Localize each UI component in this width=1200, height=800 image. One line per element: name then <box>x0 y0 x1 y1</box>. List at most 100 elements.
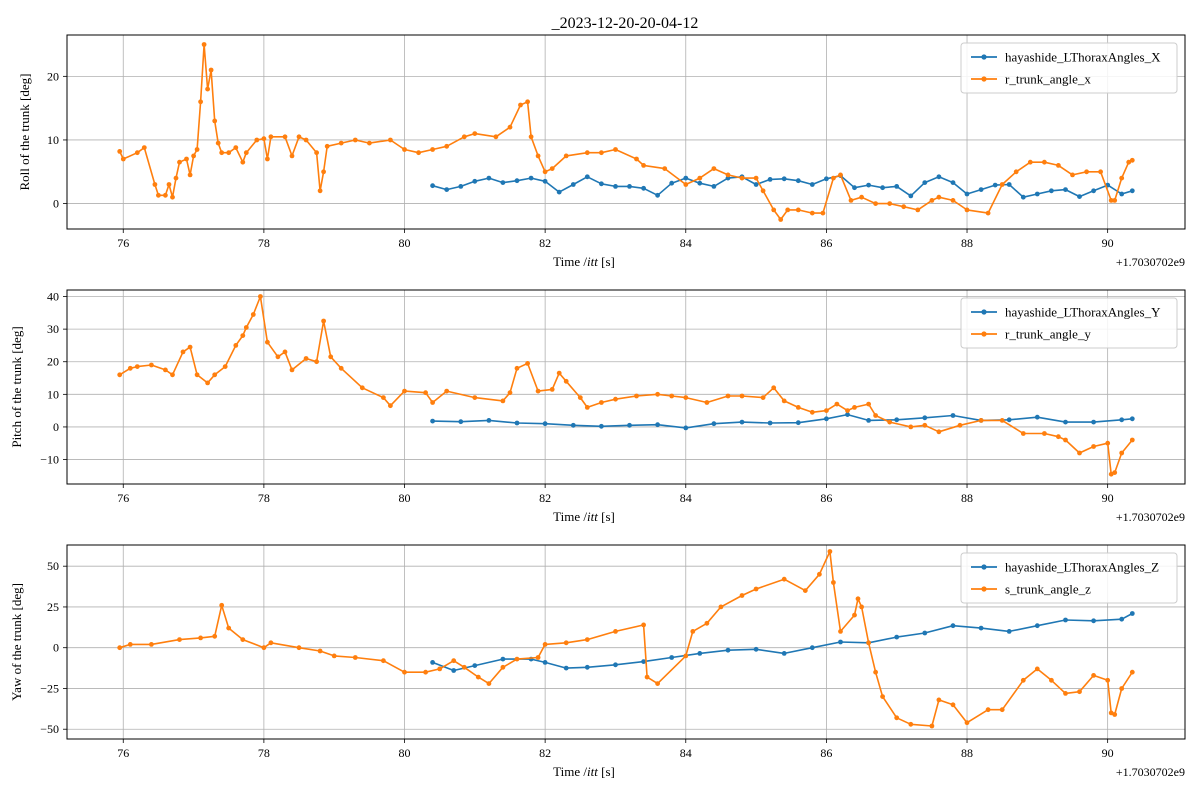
roll-series-b-point <box>367 140 372 146</box>
yaw-series-b-point <box>644 674 650 680</box>
pitch-y-axis-label: Pitch of the trunk [deg] <box>9 326 24 447</box>
yaw-series-a-point <box>472 663 478 668</box>
yaw-series-a-point <box>922 630 928 636</box>
pitch-series-b-point <box>852 405 857 410</box>
yaw-series-b-point <box>1063 691 1068 696</box>
yaw-series-b-point <box>880 694 885 699</box>
yaw-x-tick-label: 90 <box>1102 746 1114 760</box>
roll-series-b-point <box>838 172 843 178</box>
yaw-series-a-point <box>753 646 759 652</box>
roll-series-b-point <box>887 201 893 207</box>
roll-series-b-point <box>314 150 319 156</box>
yaw-series-a <box>430 611 1135 673</box>
yaw-series-b-point <box>423 669 428 675</box>
pitch-series-a-point <box>486 418 492 423</box>
pitch-x-tick-label: 86 <box>820 491 832 505</box>
roll-series-b-point <box>233 145 239 151</box>
roll-series-b-point <box>549 166 555 172</box>
roll-series-b-point <box>472 131 478 137</box>
roll-legend-marker <box>981 54 987 60</box>
roll-y-tick-label: 20 <box>47 69 59 83</box>
roll-series-b-point <box>915 207 921 213</box>
pitch-series-b-point <box>525 361 530 366</box>
pitch-y-tick-label: 10 <box>47 387 59 401</box>
yaw-series-b-point <box>950 702 956 708</box>
yaw-series-b-point <box>1091 673 1096 678</box>
roll-series-b-point <box>563 153 569 159</box>
yaw-series-b-point <box>985 707 991 713</box>
pitch-series-b-point <box>655 391 660 397</box>
yaw-y-tick-label: 0 <box>53 641 59 655</box>
yaw-series-b-point <box>219 602 225 608</box>
pitch-series-b-point <box>472 395 478 400</box>
roll-x-axis-label: Time /itt [s] <box>553 254 615 269</box>
pitch-x-tick-label: 76 <box>117 491 129 505</box>
roll-series-b-point <box>753 175 759 181</box>
yaw-series-b-point <box>690 629 696 634</box>
roll-series-b-point <box>117 149 123 154</box>
yaw-series-b-point <box>1119 686 1125 691</box>
roll-series-b-point <box>809 210 815 216</box>
pitch-series-b-point <box>314 359 319 365</box>
roll-series-b-point <box>261 136 267 142</box>
roll-series-b-point <box>198 99 204 105</box>
roll-series-b-point <box>1129 157 1135 163</box>
pitch-series-b-point <box>212 372 218 378</box>
pitch-series-b-point <box>704 400 710 405</box>
roll-series-b-point <box>191 153 197 159</box>
roll-series-b-point <box>493 134 499 140</box>
roll-series-b-point <box>303 137 309 143</box>
pitch-x-tick-label: 90 <box>1102 491 1114 505</box>
pitch-series-a-point <box>1119 417 1125 423</box>
yaw-series-b-point <box>542 642 548 647</box>
yaw-series-b-point <box>655 681 660 686</box>
roll-series-b-point <box>936 194 942 200</box>
pitch-series-b-point <box>1042 431 1047 436</box>
roll-series-b-point <box>1098 169 1103 175</box>
yaw-series-b-point <box>117 645 123 651</box>
roll-series-b-point <box>1013 169 1019 175</box>
pitch-series-b-point <box>328 354 334 360</box>
yaw-series-b-point <box>500 664 506 670</box>
roll-series-b-point <box>873 201 878 207</box>
roll-series-b-point <box>208 67 214 73</box>
roll-series-b-point <box>265 156 270 162</box>
roll-series-b-point <box>173 175 179 181</box>
roll-series-a-point <box>514 178 520 184</box>
yaw-series-a-point <box>641 659 646 664</box>
yaw-y-tick-label: −50 <box>40 722 59 736</box>
roll-series-a-point <box>908 193 914 199</box>
yaw-series-b-point <box>641 622 646 628</box>
pitch-x-offset-text: +1.7030702e9 <box>1116 510 1185 524</box>
pitch-series-b-point <box>978 418 984 423</box>
yaw-series-b-point <box>1129 669 1135 675</box>
pitch-series-b-point <box>127 365 133 371</box>
roll-series-b-point <box>778 217 784 222</box>
pitch-series-b-point <box>163 367 168 373</box>
roll-series-a-point <box>852 185 857 191</box>
roll-y-tick-label: 0 <box>53 197 59 211</box>
roll-series-a-point <box>795 178 801 184</box>
roll-series-b-point <box>584 150 590 156</box>
yaw-series-b-point <box>212 633 218 639</box>
yaw-series-b-point <box>486 681 492 686</box>
roll-series-a-point <box>613 184 618 189</box>
pitch-x-tick-label: 88 <box>961 491 973 505</box>
yaw-x-offset-text: +1.7030702e9 <box>1116 765 1185 779</box>
roll-series-b-point <box>739 175 745 181</box>
roll-series-b-point <box>785 207 791 213</box>
pitch-series-b-point <box>563 378 569 384</box>
yaw-x-tick-label: 88 <box>961 746 973 760</box>
roll-series-b-point <box>141 145 147 151</box>
roll-series-b-point <box>1027 159 1033 165</box>
roll-series-b-point <box>528 134 534 140</box>
roll-x-tick-label: 84 <box>680 236 692 250</box>
roll-series-b-point <box>461 134 467 140</box>
pitch-series-b-point <box>634 393 639 399</box>
yaw-x-tick-label: 86 <box>820 746 832 760</box>
pitch-legend-label: r_trunk_angle_y <box>1005 327 1091 342</box>
pitch-series-b-point <box>771 385 777 391</box>
yaw-series-a-point <box>1091 618 1096 624</box>
pitch-series-b-point <box>577 395 583 400</box>
yaw-gridlines <box>67 545 1185 739</box>
